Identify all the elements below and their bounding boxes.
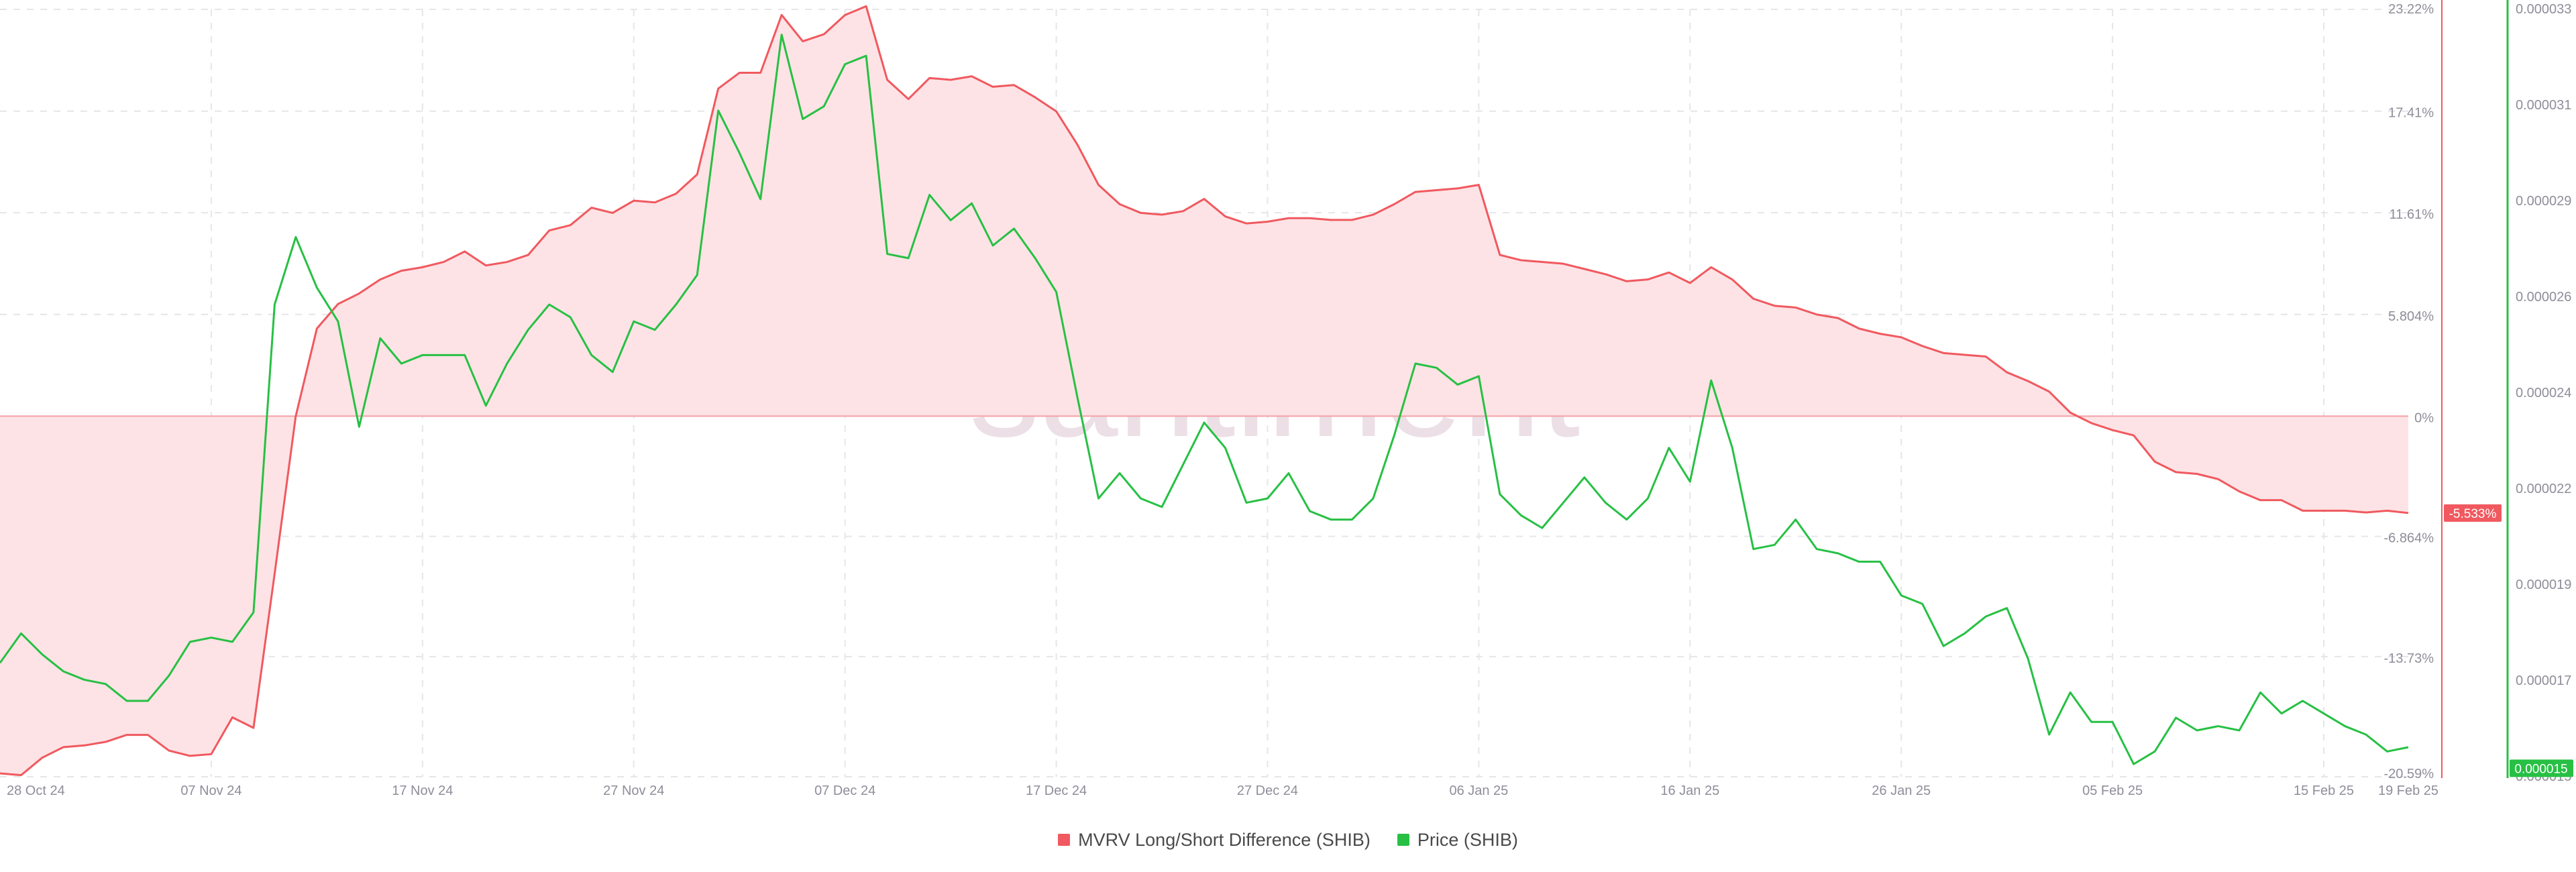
right-axis-tick-label: 0.000029 [2516,194,2571,209]
mvrv-current-value: -5.533% [2449,507,2497,521]
right-axis-tick-label: 0.000031 [2516,98,2571,113]
left-axis-tick-label: -20.59% [2384,767,2434,781]
legend-item-price[interactable]: Price (SHIB) [1397,830,1518,851]
left-axis-tick-label: 17.41% [2388,106,2434,121]
legend-swatch-mvrv [1058,834,1071,846]
legend-item-mvrv[interactable]: MVRV Long/Short Difference (SHIB) [1058,830,1371,851]
x-axis-tick-label: 27 Nov 24 [603,783,664,798]
right-axis-tick-label: 0.000019 [2516,578,2571,592]
price-current-value: 0.000015 [2514,762,2567,776]
left-axis-tick-label: 11.61% [2390,207,2434,222]
mvrv-area-fill [0,6,2408,775]
x-axis-tick-label: 19 Feb 25 [2378,783,2438,798]
x-axis-tick-label: 17 Nov 24 [392,783,453,798]
legend-label-price: Price (SHIB) [1417,829,1518,850]
price-current-badge [2510,759,2573,777]
x-axis-tick-label: 28 Oct 24 [7,783,65,798]
right-axis-tick-label: 0.000022 [2516,482,2571,496]
price-line [0,34,2409,765]
legend-label-mvrv: MVRV Long/Short Difference (SHIB) [1078,829,1371,850]
right-axis-tick-label: 0.000033 [2516,2,2571,17]
x-axis-tick-label: 07 Nov 24 [180,783,241,798]
right-axis-tick-label: 0.000017 [2516,673,2571,688]
left-axis-tick-label: 5.804% [2388,309,2434,324]
left-axis-tick-label: 23.22% [2388,2,2434,17]
x-axis-tick-label: 15 Feb 25 [2294,783,2354,798]
left-axis-tick-label: -13.73% [2384,651,2434,666]
x-axis-tick-label: 26 Jan 25 [1872,783,1931,798]
left-axis-tick-label: 0% [2414,411,2434,425]
right-axis-tick-label: 0.000026 [2516,290,2571,305]
chart-legend: MVRV Long/Short Difference (SHIB) Price … [0,826,2576,853]
right-axis-tick-label: 0.000024 [2516,386,2571,400]
mvrv-line [0,5,2409,777]
legend-swatch-price [1397,834,1409,846]
mvrv-current-badge [2444,504,2502,522]
x-axis-tick-label: 17 Dec 24 [1026,783,1087,798]
x-axis-tick-label: 27 Dec 24 [1237,783,1298,798]
x-axis-tick-label: 06 Jan 25 [1449,783,1508,798]
x-axis-tick-label: 05 Feb 25 [2082,783,2143,798]
left-axis-tick-label: -6.864% [2384,531,2434,546]
x-axis-tick-label: 07 Dec 24 [814,783,875,798]
x-axis-tick-label: 16 Jan 25 [1660,783,1719,798]
